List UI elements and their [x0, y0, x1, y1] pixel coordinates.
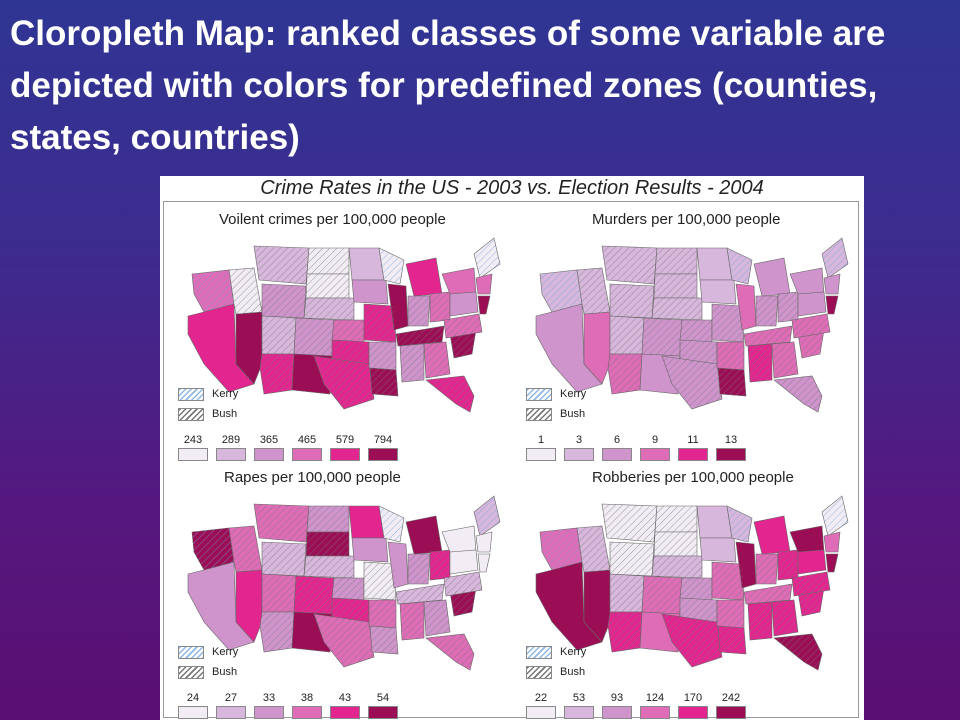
- bush-hatch-swatch: [178, 666, 204, 679]
- panel-title: Robberies per 100,000 people: [592, 469, 794, 486]
- legend-bush-label: Bush: [212, 408, 238, 420]
- class-swatch: [640, 448, 670, 461]
- class-legend-item: 6: [602, 434, 642, 462]
- class-swatch: [564, 448, 594, 461]
- class-legend-item: 124: [640, 692, 680, 720]
- class-legend-item: 93: [602, 692, 642, 720]
- class-swatch: [602, 448, 632, 461]
- legend-bush: Bush: [178, 666, 248, 682]
- class-swatch: [330, 448, 360, 461]
- bush-hatch-swatch: [178, 408, 204, 421]
- panel-rapes: Rapes per 100,000 people: [164, 460, 512, 720]
- legend-kerry: Kerry: [526, 388, 596, 404]
- class-legend-item: 3: [564, 434, 604, 462]
- class-swatch: [564, 706, 594, 719]
- class-legend-item: 24: [178, 692, 218, 720]
- us-map-robberies: [535, 495, 849, 671]
- class-swatch: [178, 706, 208, 719]
- class-legend-item: 243: [178, 434, 218, 462]
- class-legend-item: 1: [526, 434, 566, 462]
- class-legend-item: 465: [292, 434, 332, 462]
- class-legend-item: 579: [330, 434, 370, 462]
- class-legend-item: 170: [678, 692, 718, 720]
- class-legend-item: 9: [640, 434, 680, 462]
- kerry-hatch-swatch: [178, 646, 204, 659]
- panel-title: Voilent crimes per 100,000 people: [219, 211, 446, 228]
- class-swatch: [216, 706, 246, 719]
- panel-title: Murders per 100,000 people: [592, 211, 781, 228]
- class-legend-item: 11: [678, 434, 718, 462]
- class-swatch: [368, 448, 398, 461]
- class-swatch: [178, 448, 208, 461]
- legend-kerry-label: Kerry: [212, 388, 239, 400]
- class-swatch: [716, 706, 746, 719]
- legend-bush-label: Bush: [560, 408, 586, 420]
- panel-murders: Murders per 100,000 people: [512, 202, 860, 462]
- legend-kerry-label: Kerry: [212, 646, 239, 658]
- legend-kerry: Kerry: [178, 388, 248, 404]
- us-map-rapes: [187, 495, 501, 671]
- figure-title: Crime Rates in the US - 2003 vs. Electio…: [260, 177, 764, 199]
- us-map-murders: [535, 237, 849, 413]
- class-swatch: [368, 706, 398, 719]
- kerry-hatch-swatch: [526, 646, 552, 659]
- choropleth-figure: Crime Rates in the US - 2003 vs. Electio…: [160, 176, 864, 720]
- kerry-hatch-swatch: [526, 388, 552, 401]
- kerry-hatch-swatch: [178, 388, 204, 401]
- class-legend-item: 38: [292, 692, 332, 720]
- legend-bush-label: Bush: [560, 666, 586, 678]
- class-legend-item: 289: [216, 434, 256, 462]
- legend-bush-label: Bush: [212, 666, 238, 678]
- bush-hatch-swatch: [526, 666, 552, 679]
- class-swatch: [678, 448, 708, 461]
- legend-kerry-label: Kerry: [560, 646, 587, 658]
- class-swatch: [254, 706, 284, 719]
- class-swatch: [526, 448, 556, 461]
- class-swatch: [640, 706, 670, 719]
- legend-bush: Bush: [178, 408, 248, 424]
- class-swatch: [526, 706, 556, 719]
- class-legend-item: 33: [254, 692, 294, 720]
- class-legend-item: 54: [368, 692, 408, 720]
- class-swatch: [330, 706, 360, 719]
- legend-kerry: Kerry: [178, 646, 248, 662]
- class-swatch: [292, 448, 322, 461]
- class-swatch: [716, 448, 746, 461]
- class-legend-item: 13: [716, 434, 756, 462]
- class-legend-item: 43: [330, 692, 370, 720]
- class-swatch: [292, 706, 322, 719]
- class-legend-item: 22: [526, 692, 566, 720]
- class-swatch: [216, 448, 246, 461]
- class-legend-item: 794: [368, 434, 408, 462]
- class-swatch: [602, 706, 632, 719]
- legend-bush: Bush: [526, 408, 596, 424]
- class-legend-item: 53: [564, 692, 604, 720]
- panel-robberies: Robberies per 100,000 people: [512, 460, 860, 720]
- figure-border: [163, 201, 859, 718]
- panel-title: Rapes per 100,000 people: [224, 469, 401, 486]
- class-swatch: [678, 706, 708, 719]
- bush-hatch-swatch: [526, 408, 552, 421]
- slide-title: Cloropleth Map: ranked classes of some v…: [10, 14, 886, 157]
- legend-bush: Bush: [526, 666, 596, 682]
- class-legend-item: 27: [216, 692, 256, 720]
- class-legend-item: 365: [254, 434, 294, 462]
- class-legend-item: 242: [716, 692, 756, 720]
- legend-kerry-label: Kerry: [560, 388, 587, 400]
- panel-violent-crimes: Voilent crimes per 100,000 people: [164, 202, 512, 462]
- legend-kerry: Kerry: [526, 646, 596, 662]
- class-swatch: [254, 448, 284, 461]
- us-map-violent-crimes: [187, 237, 501, 413]
